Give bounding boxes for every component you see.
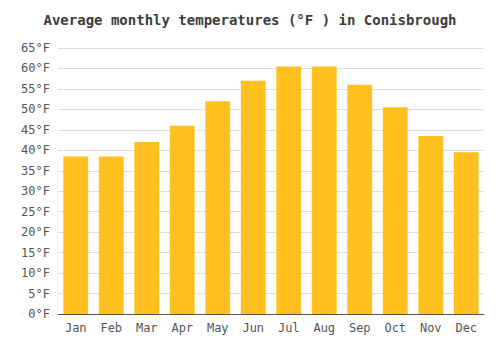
svg-text:May: May (207, 321, 229, 335)
svg-text:Sep: Sep (349, 321, 371, 335)
svg-text:5°F: 5°F (28, 287, 50, 301)
svg-text:50°F: 50°F (21, 102, 50, 116)
svg-text:Aug: Aug (313, 321, 335, 335)
svg-text:Mar: Mar (136, 321, 158, 335)
svg-text:45°F: 45°F (21, 123, 50, 137)
svg-text:40°F: 40°F (21, 143, 50, 157)
svg-text:55°F: 55°F (21, 82, 50, 96)
svg-text:20°F: 20°F (21, 225, 50, 239)
svg-text:Jul: Jul (278, 321, 300, 335)
svg-text:Jan: Jan (65, 321, 87, 335)
svg-text:60°F: 60°F (21, 61, 50, 75)
svg-text:35°F: 35°F (21, 164, 50, 178)
svg-text:Feb: Feb (100, 321, 122, 335)
svg-text:15°F: 15°F (21, 246, 50, 260)
svg-text:30°F: 30°F (21, 184, 50, 198)
svg-text:Apr: Apr (171, 321, 193, 335)
svg-text:10°F: 10°F (21, 266, 50, 280)
svg-text:65°F: 65°F (21, 41, 50, 55)
svg-text:25°F: 25°F (21, 205, 50, 219)
svg-text:Jun: Jun (242, 321, 264, 335)
svg-text:0°F: 0°F (28, 307, 50, 321)
svg-text:Oct: Oct (384, 321, 406, 335)
svg-text:Average monthly temperatures (: Average monthly temperatures (°F ) in Co… (43, 12, 456, 28)
svg-text:Dec: Dec (455, 321, 477, 335)
svg-text:Nov: Nov (420, 321, 442, 335)
